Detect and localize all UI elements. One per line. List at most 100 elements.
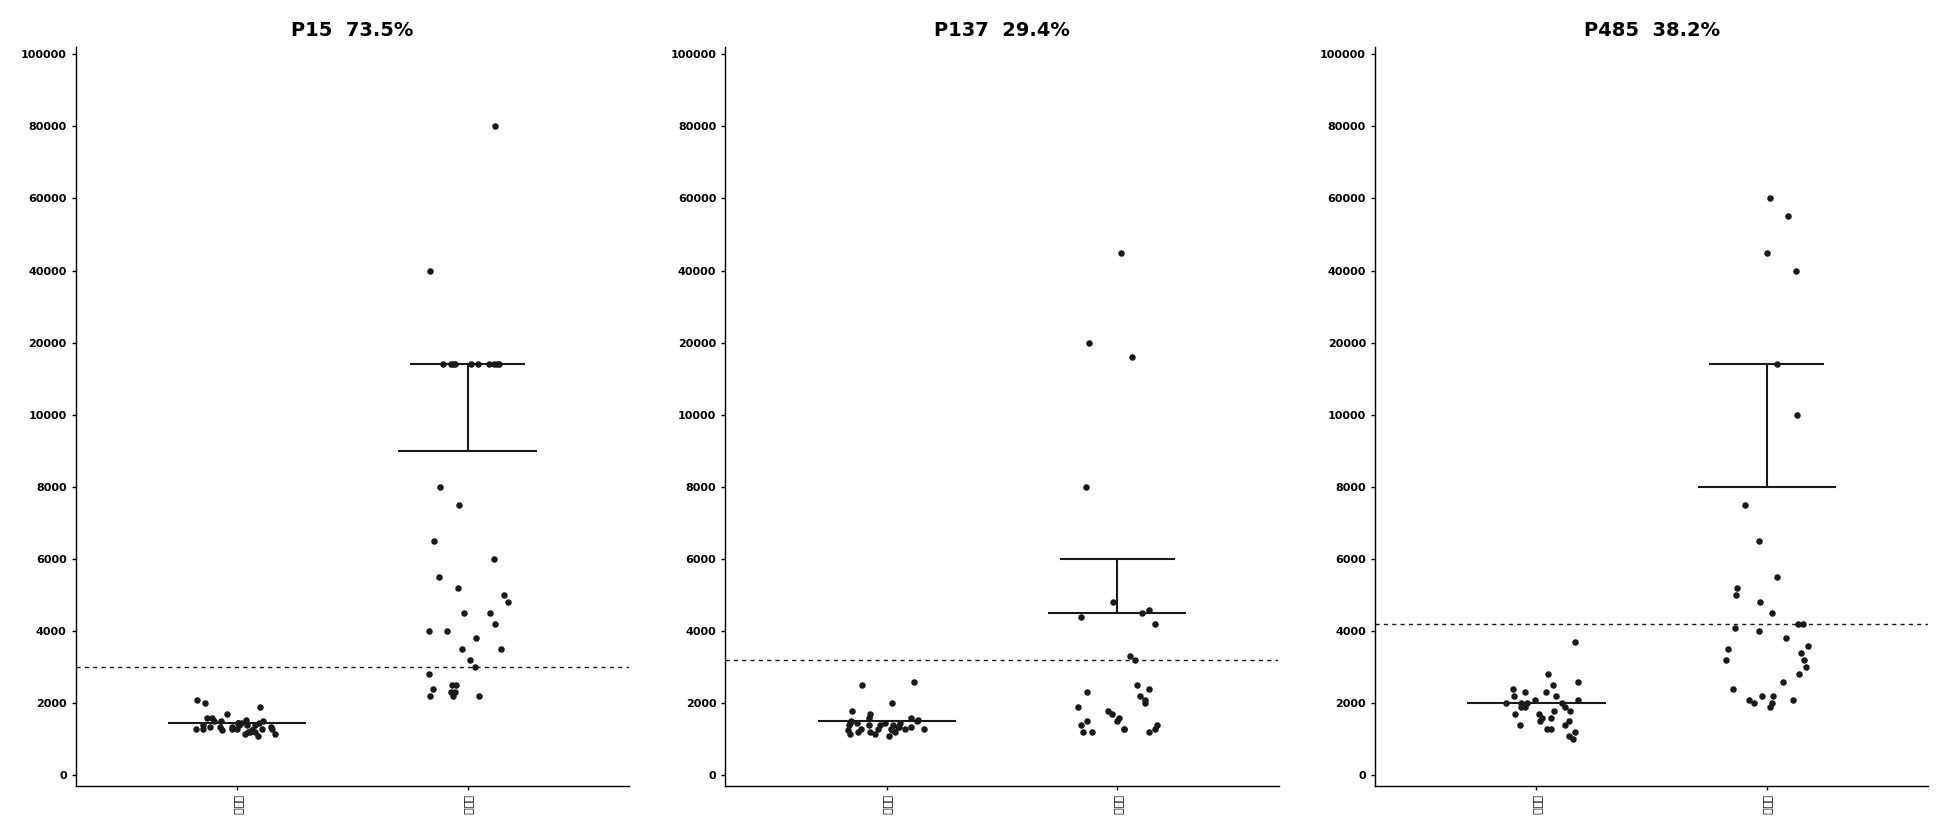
Point: [1738, 696, 1769, 710]
Point: [1751, 246, 1782, 259]
Point: [479, 120, 510, 133]
Title: P485  38.2%: P485 38.2%: [1582, 21, 1718, 40]
Point: [431, 624, 462, 638]
Point: [836, 704, 867, 717]
Point: [434, 358, 466, 371]
Point: [1553, 715, 1584, 728]
Point: [1792, 639, 1823, 652]
Point: [1114, 650, 1145, 663]
Title: P137  29.4%: P137 29.4%: [933, 21, 1069, 40]
Point: [1093, 704, 1124, 717]
Point: [427, 358, 458, 371]
Point: [1549, 718, 1580, 732]
Point: [1780, 408, 1812, 421]
Point: [483, 358, 514, 371]
Point: [875, 721, 906, 735]
Point: [1771, 632, 1802, 645]
Point: [888, 721, 919, 735]
Point: [1126, 606, 1157, 619]
Point: [853, 726, 884, 739]
Point: [255, 721, 286, 735]
Point: [1708, 654, 1740, 667]
Point: [436, 686, 468, 699]
Point: [1556, 732, 1588, 746]
Point: [1498, 690, 1529, 703]
Point: [244, 701, 275, 714]
Point: [238, 724, 269, 737]
Point: [448, 606, 479, 619]
Point: [836, 715, 867, 728]
Point: [1523, 707, 1555, 721]
Point: [438, 686, 469, 699]
Point: [1549, 701, 1580, 714]
Point: [1786, 617, 1817, 630]
Point: [884, 716, 916, 730]
Point: [236, 724, 267, 737]
Point: [882, 720, 914, 733]
Point: [1134, 603, 1165, 616]
Point: [1757, 690, 1788, 703]
Point: [1105, 246, 1136, 259]
Point: [1753, 191, 1784, 205]
Point: [462, 358, 493, 371]
Point: [1525, 711, 1556, 725]
Point: [1128, 696, 1159, 710]
Point: [216, 720, 247, 733]
Point: [1558, 726, 1590, 739]
Point: [240, 726, 271, 739]
Point: [1097, 707, 1128, 721]
Point: [1743, 624, 1775, 638]
Point: [1718, 621, 1749, 635]
Point: [1558, 635, 1590, 649]
Title: P15  73.5%: P15 73.5%: [290, 21, 413, 40]
Point: [477, 358, 508, 371]
Point: [1523, 715, 1555, 728]
Point: [222, 716, 253, 730]
Point: [894, 720, 925, 733]
Point: [216, 721, 247, 735]
Point: [1755, 606, 1786, 619]
Point: [1101, 715, 1132, 728]
Point: [197, 711, 228, 725]
Point: [1504, 718, 1535, 732]
Point: [479, 617, 510, 630]
Point: [1537, 704, 1568, 717]
Point: [1553, 704, 1584, 717]
Point: [1716, 682, 1747, 696]
Point: [1742, 534, 1773, 548]
Point: [1541, 690, 1572, 703]
Point: [413, 624, 444, 638]
Point: [1071, 686, 1103, 699]
Point: [423, 570, 454, 584]
Point: [869, 716, 900, 730]
Point: [1755, 696, 1786, 710]
Point: [863, 721, 894, 735]
Point: [415, 264, 446, 278]
Point: [842, 716, 873, 730]
Point: [859, 727, 890, 741]
Point: [1122, 679, 1153, 692]
Point: [1788, 654, 1819, 667]
Point: [1140, 721, 1171, 735]
Point: [232, 718, 263, 732]
Point: [1784, 646, 1816, 660]
Point: [489, 589, 520, 602]
Point: [1720, 581, 1751, 594]
Point: [1529, 686, 1560, 699]
Point: [247, 715, 279, 728]
Point: [877, 696, 908, 710]
Point: [425, 480, 456, 493]
Point: [436, 358, 468, 371]
Point: [1761, 358, 1792, 371]
Point: [1120, 654, 1151, 667]
Point: [199, 715, 230, 728]
Point: [242, 729, 273, 742]
Point: [1116, 350, 1147, 364]
Point: [1560, 693, 1592, 706]
Point: [1743, 595, 1775, 609]
Point: [1773, 210, 1804, 223]
Point: [1124, 690, 1155, 703]
Point: [1130, 693, 1161, 706]
Point: [1535, 711, 1566, 725]
Point: [1062, 701, 1093, 714]
